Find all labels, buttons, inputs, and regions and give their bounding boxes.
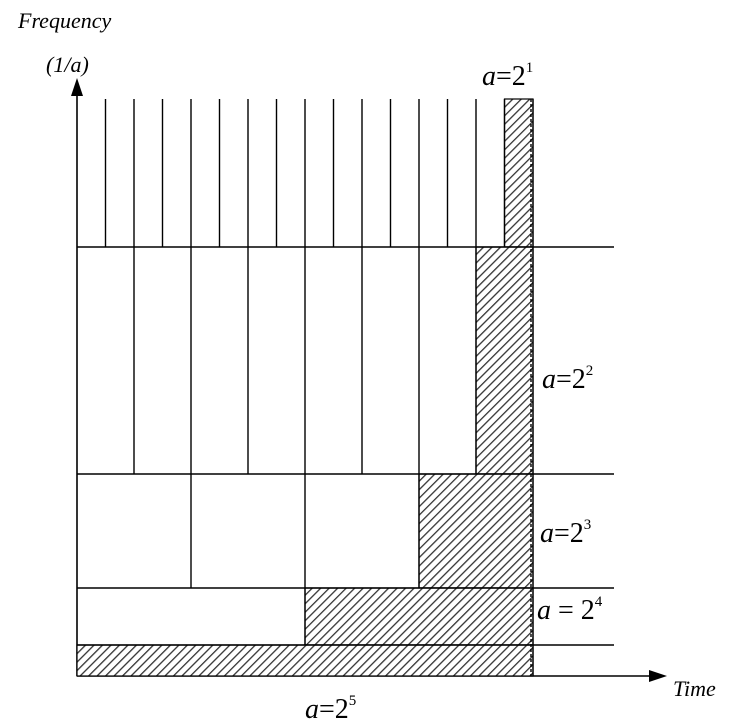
band-scale-5 <box>76 644 534 677</box>
scale-label-5: a=25 <box>305 693 356 725</box>
y-axis-unit: (1/a) <box>46 52 89 77</box>
band-scale-2 <box>133 246 534 475</box>
band-scale-3 <box>190 473 534 589</box>
scale-label-1: a=21 <box>482 60 533 92</box>
hatched-tile-scale-5 <box>76 644 534 677</box>
hatched-tile-scale-3 <box>418 473 534 589</box>
scale-label-4: a = 24 <box>537 594 603 626</box>
y-axis-arrow <box>71 78 83 96</box>
band-scale-4 <box>304 587 534 646</box>
hatched-tile-scale-4 <box>304 587 534 646</box>
band-scale-1 <box>104 98 534 248</box>
y-axis-label: Frequency <box>17 8 111 33</box>
hatched-tile-scale-2 <box>475 246 534 475</box>
scale-label-3: a=23 <box>540 517 591 549</box>
scale-label-2: a=22 <box>542 363 593 395</box>
hatched-tile-scale-1 <box>503 98 534 248</box>
x-axis-label: Time <box>673 676 716 701</box>
x-axis-arrow <box>649 670 667 682</box>
